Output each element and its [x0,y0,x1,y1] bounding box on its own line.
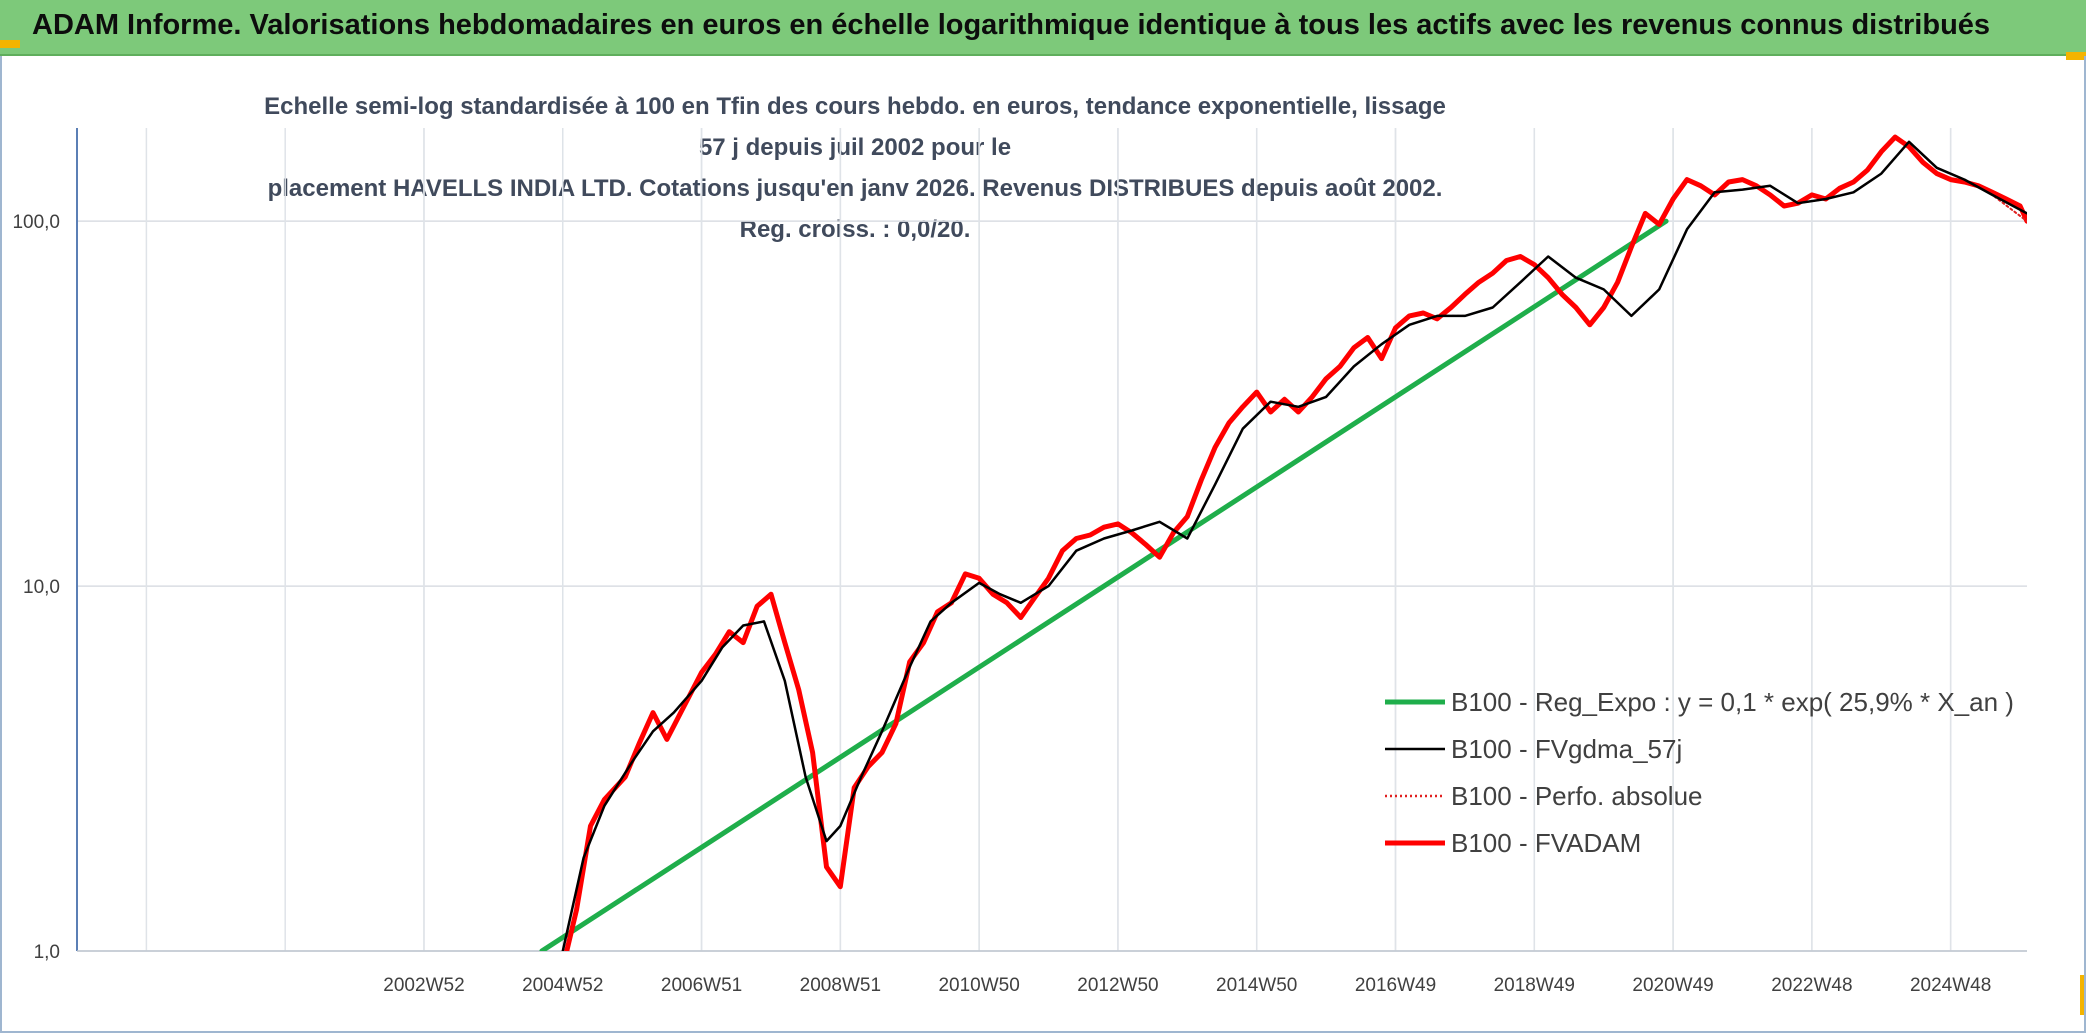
y-tick-label-0: 1,0 [34,942,60,963]
x-tick-label-7: 2016W49 [1355,975,1436,996]
corner-marker-left [0,40,20,48]
series-line-1 [561,140,2027,951]
legend-label-2: B100 - Perfo. absolue [1451,781,1703,811]
corner-marker-bottom-right [2080,975,2086,1015]
x-tick-label-5: 2012W50 [1077,975,1158,996]
x-tick-label-3: 2008W51 [800,975,881,996]
x-tick-label-9: 2020W49 [1632,975,1713,996]
corner-marker-right [2066,52,2086,60]
x-tick-label-1: 2004W52 [522,975,603,996]
y-tick-label-1: 10,0 [23,577,60,598]
x-tick-label-10: 2022W48 [1771,975,1852,996]
x-tick-label-11: 2024W48 [1910,975,1991,996]
legend-label-0: B100 - Reg_Expo : y = 0,1 * exp( 25,9% *… [1451,687,2014,717]
x-tick-label-4: 2010W50 [938,975,1019,996]
chart-subtitle-line-1: Echelle semi-log standardisée à 100 en T… [264,93,1446,161]
legend-label-1: B100 - FVgdma_57j [1451,734,1682,764]
y-tick-label-2: 100,0 [12,212,60,233]
x-tick-label-8: 2018W49 [1494,975,1575,996]
x-tick-label-2: 2006W51 [661,975,742,996]
report-title: ADAM Informe. Valorisations hebdomadaire… [32,9,1991,41]
series-line-0 [539,218,1669,951]
series-line-3 [564,134,2027,951]
series-line-2 [561,140,2027,951]
chart-frame [0,56,2086,1033]
legend-label-3: B100 - FVADAM [1451,828,1641,858]
x-tick-label-6: 2014W50 [1216,975,1297,996]
x-tick-label-0: 2002W52 [383,975,464,996]
report-header: ADAM Informe. Valorisations hebdomadaire… [0,0,2086,56]
